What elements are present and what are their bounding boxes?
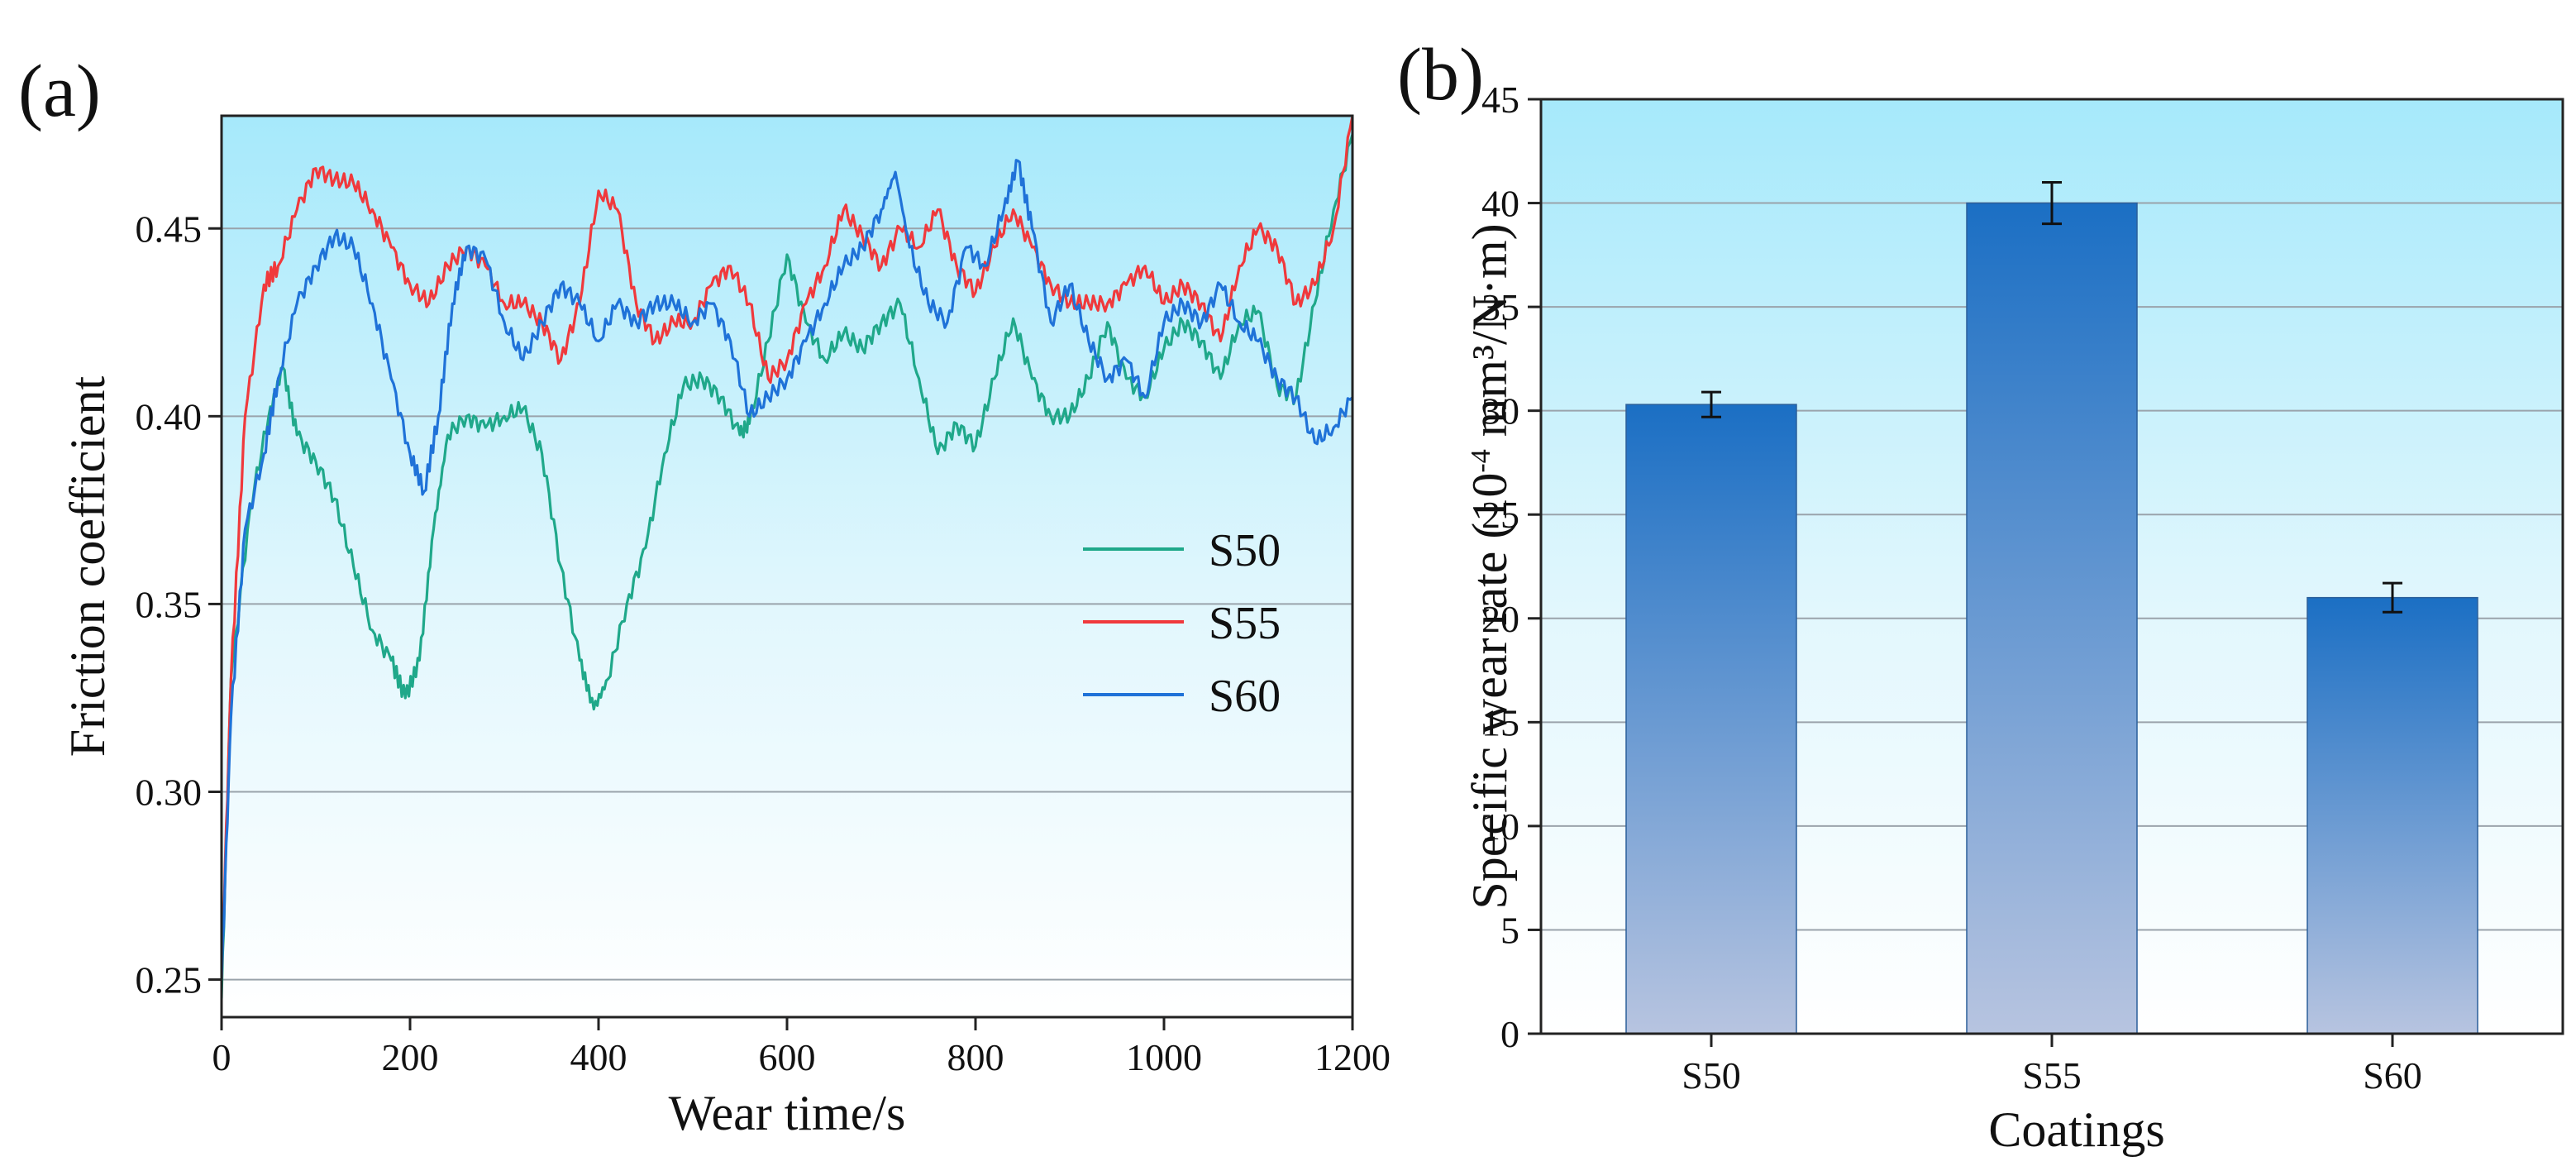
ticks-a: 0.25 0.30 0.35 0.40 0.45 0 200 400 600 800 1000 120… xyxy=(136,208,1391,1078)
x-tick-label-a: 800 xyxy=(947,1036,1004,1078)
x-axis-title-b: Coatings xyxy=(1988,1102,2164,1157)
y-tick-label-b: 40 xyxy=(1481,183,1519,225)
y-tick-label-b: 25 xyxy=(1481,494,1519,536)
y-tick-label-b: 0 xyxy=(1500,1013,1519,1055)
y-tick-label-a: 0.25 xyxy=(136,959,203,1001)
series-line-s50 xyxy=(222,134,1352,999)
friction-line-chart: 0.25 0.30 0.35 0.40 0.45 0 200 400 600 800 1000 120… xyxy=(18,50,1391,1140)
series-line-s60 xyxy=(222,159,1352,980)
y-tick-label-a: 0.45 xyxy=(136,208,203,250)
legend-a: S50 S55 S60 xyxy=(1083,525,1281,722)
x-tick-label-a: 1200 xyxy=(1314,1036,1391,1078)
x-tick-label-b: S60 xyxy=(2363,1054,2422,1097)
y-axis-title-b-superscript: -4 xyxy=(1466,449,1496,472)
x-tick-label-a: 0 xyxy=(212,1036,231,1078)
panel-label-a: (a) xyxy=(18,50,101,132)
y-axis-title-a: Friction coefficient xyxy=(60,375,115,757)
y-tick-label-b: 10 xyxy=(1481,805,1519,848)
y-tick-label-b: 45 xyxy=(1481,79,1519,121)
plot-background-a xyxy=(222,116,1352,1017)
legend-label-s60: S60 xyxy=(1209,671,1281,722)
x-axis-title-a: Wear time/s xyxy=(669,1086,906,1140)
y-axis-title-b-suffix: mm³/N·m) xyxy=(1462,223,1517,449)
bar-s50 xyxy=(1625,404,1797,1035)
x-tick-label-a: 600 xyxy=(759,1036,816,1078)
bars-group-b xyxy=(1625,180,2478,1035)
panel-label-b: (b) xyxy=(1397,34,1484,116)
x-tick-label-b: S50 xyxy=(1682,1054,1741,1097)
series-line-s55 xyxy=(222,116,1352,980)
y-tick-label-b: 20 xyxy=(1481,598,1519,640)
y-tick-label-a: 0.35 xyxy=(136,583,203,625)
bar-s60 xyxy=(2306,596,2478,1035)
ticks-b: 0 5 10 15 20 25 30 35 40 45 S50 S55 S60 xyxy=(1481,79,2422,1097)
x-tick-label-a: 1000 xyxy=(1126,1036,1202,1078)
x-tick-label-b: S55 xyxy=(2022,1054,2082,1097)
gridlines-a xyxy=(222,227,1352,981)
y-axis-title-b: Specific wear rate (10-4 mm³/N·m) xyxy=(1462,223,1517,909)
wear-rate-bar-chart: 0 5 10 15 20 25 30 35 40 45 S50 S55 S60 (b) Coatings… xyxy=(1397,34,2564,1157)
y-tick-label-a: 0.30 xyxy=(136,772,203,814)
y-tick-label-b: 15 xyxy=(1481,701,1519,743)
y-tick-label-a: 0.40 xyxy=(136,395,203,437)
legend-label-s50: S50 xyxy=(1209,525,1281,576)
x-tick-label-a: 200 xyxy=(382,1036,439,1078)
y-tick-label-b: 35 xyxy=(1481,286,1519,328)
bar-s55 xyxy=(1966,202,2138,1035)
x-tick-label-a: 400 xyxy=(570,1036,627,1078)
y-axis-title-b-prefix: Specific wear rate (10 xyxy=(1462,473,1517,910)
legend-label-s55: S55 xyxy=(1209,598,1281,649)
y-tick-label-b: 30 xyxy=(1481,390,1519,432)
series-group-a xyxy=(222,116,1352,999)
y-tick-label-b: 5 xyxy=(1500,909,1519,951)
